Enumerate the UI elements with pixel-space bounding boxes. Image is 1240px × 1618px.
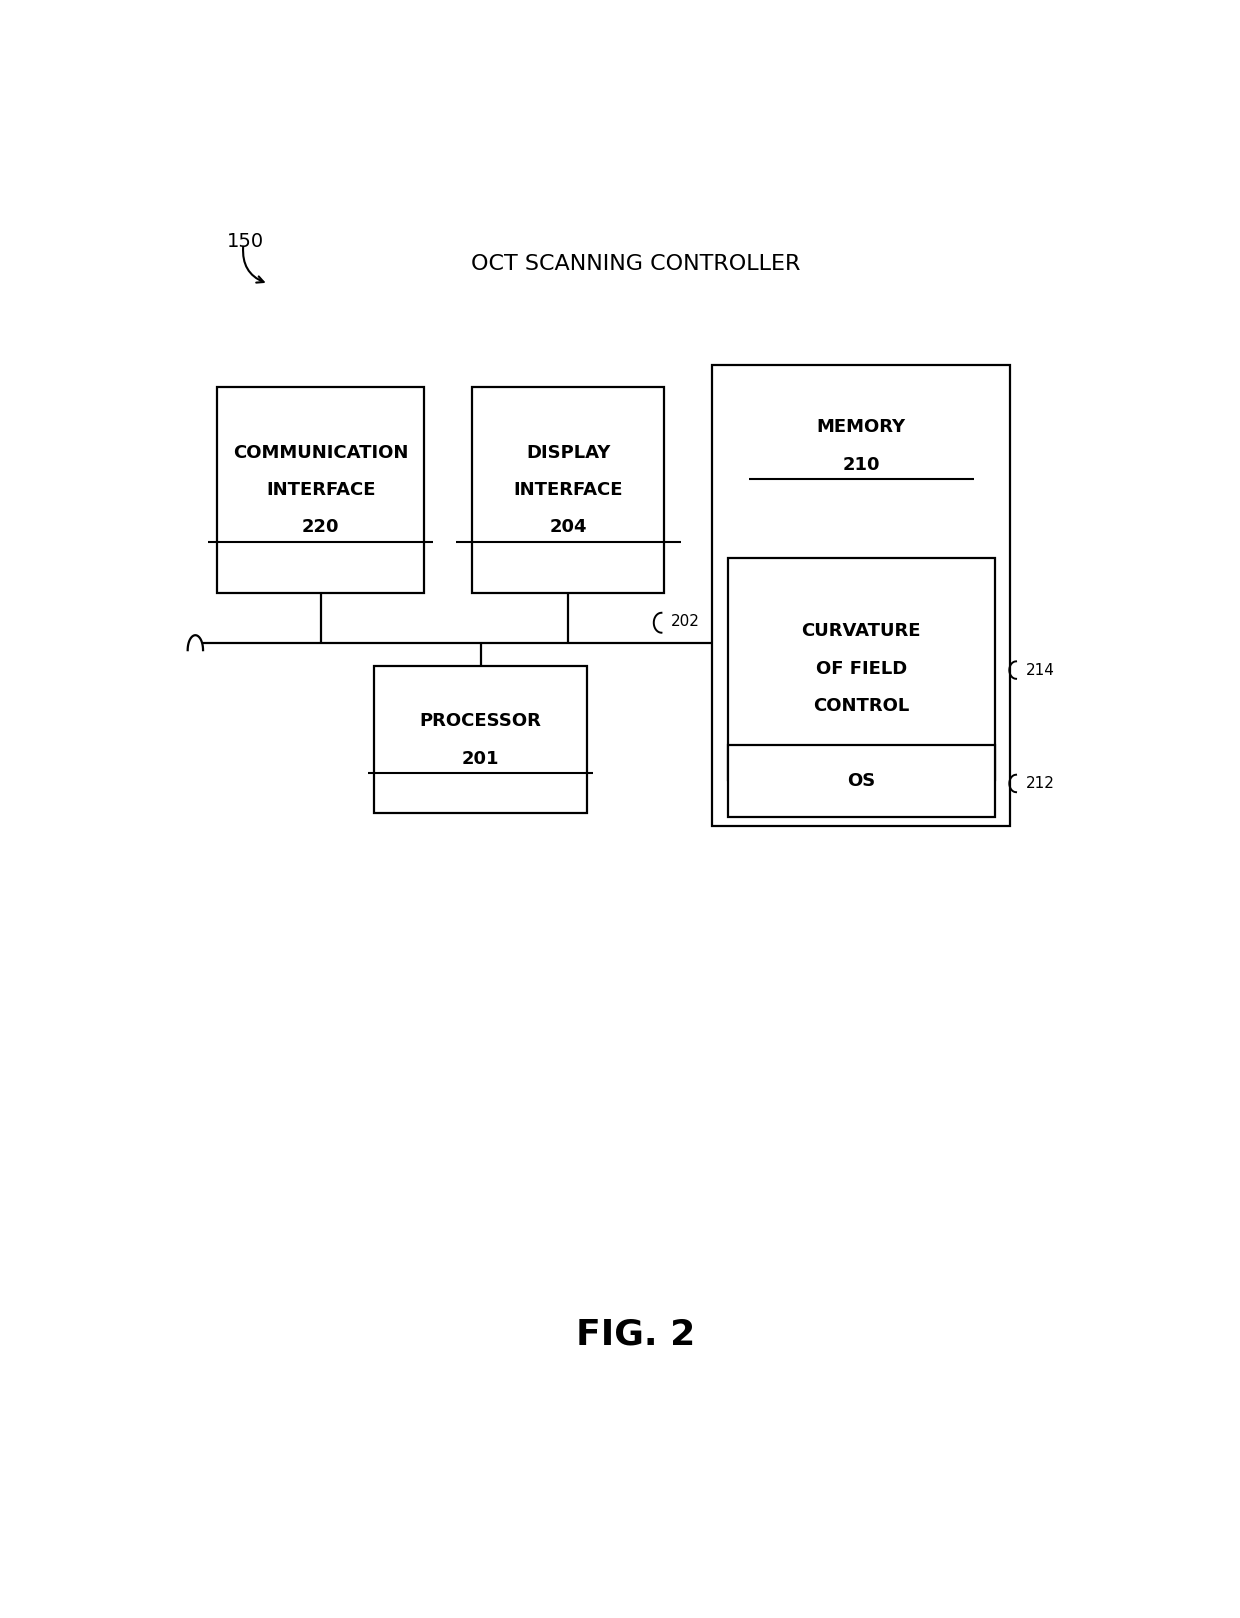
Bar (728, 744, 994, 817)
Text: INTERFACE: INTERFACE (267, 481, 376, 498)
Bar (472, 387, 665, 592)
Text: DISPLAY: DISPLAY (526, 443, 610, 461)
Bar (712, 364, 1011, 825)
Text: PROCESSOR: PROCESSOR (420, 712, 542, 730)
Text: MEMORY: MEMORY (817, 417, 906, 437)
Text: OCT SCANNING CONTROLLER: OCT SCANNING CONTROLLER (471, 254, 800, 273)
Text: OS: OS (847, 772, 875, 790)
Text: INTERFACE: INTERFACE (513, 481, 622, 498)
Text: 210: 210 (843, 456, 880, 474)
Bar (728, 558, 994, 780)
Text: CURVATURE: CURVATURE (801, 623, 921, 641)
Text: 214: 214 (1025, 663, 1054, 678)
Text: CONTROL: CONTROL (813, 697, 909, 715)
Text: COMMUNICATION: COMMUNICATION (233, 443, 408, 461)
Bar (374, 667, 588, 814)
Text: FIG. 2: FIG. 2 (575, 1317, 696, 1351)
Text: 204: 204 (549, 518, 587, 537)
Text: OF FIELD: OF FIELD (816, 660, 906, 678)
Text: 212: 212 (1025, 777, 1054, 791)
Text: 201: 201 (463, 749, 500, 767)
Bar (217, 387, 424, 592)
Text: 150: 150 (227, 231, 264, 251)
Text: 202: 202 (671, 613, 699, 629)
Text: 220: 220 (303, 518, 340, 537)
